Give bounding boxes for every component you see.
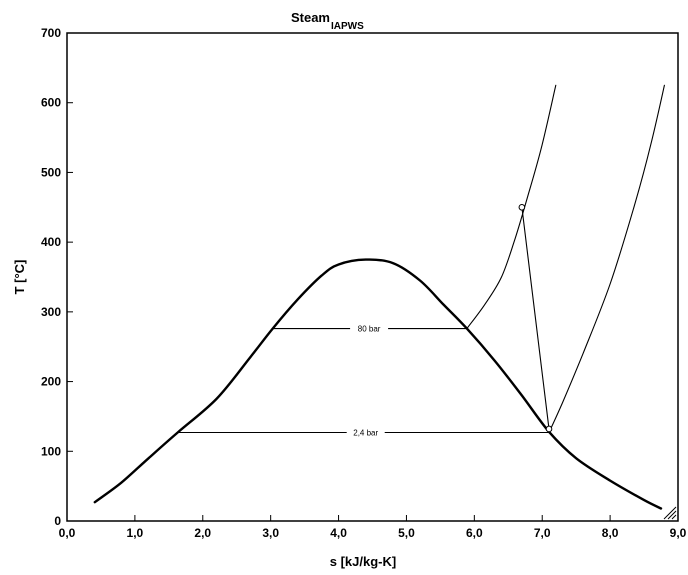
annotation-layer: 80 bar 2,4 bar bbox=[346, 322, 389, 438]
series-expansion-line bbox=[521, 206, 550, 430]
plot-frame bbox=[66, 32, 679, 522]
series-isobar-2.4-bar bbox=[177, 84, 665, 434]
chart-title-subscript: IAPWS bbox=[331, 21, 364, 32]
y-tick-label: 300 bbox=[41, 305, 61, 319]
chart-title-main: Steam bbox=[291, 10, 330, 25]
x-tick-label: 7,0 bbox=[534, 526, 551, 540]
y-tick-label: 500 bbox=[41, 165, 61, 179]
x-axis-label: s [kJ/kg-K] bbox=[330, 554, 396, 569]
series-saturation-dome bbox=[93, 258, 663, 510]
y-tick-label: 600 bbox=[41, 96, 61, 110]
x-tick-label: 9,0 bbox=[670, 526, 687, 540]
annotation-background bbox=[346, 426, 385, 438]
annotation-label: 2,4 bar bbox=[353, 428, 378, 437]
y-tick-label: 700 bbox=[41, 26, 61, 40]
series-layer bbox=[93, 84, 665, 510]
resize-grip-icon bbox=[663, 506, 677, 520]
y-axis: 0 100 200 300 400 500 600 700 bbox=[41, 26, 73, 528]
x-tick-label: 0,0 bbox=[59, 526, 76, 540]
y-tick-label: 100 bbox=[41, 444, 61, 458]
annotation-label: 80 bar bbox=[358, 325, 381, 334]
x-tick-label: 1,0 bbox=[127, 526, 144, 540]
x-tick-label: 4,0 bbox=[330, 526, 347, 540]
x-tick-label: 6,0 bbox=[466, 526, 483, 540]
y-axis-label: T [°C] bbox=[12, 260, 27, 295]
state-point bbox=[545, 425, 553, 433]
annotation-background bbox=[350, 322, 389, 334]
x-tick-label: 3,0 bbox=[262, 526, 279, 540]
state-point bbox=[518, 203, 526, 211]
series-isobar-80-bar bbox=[272, 84, 557, 330]
state-points-layer bbox=[518, 203, 553, 433]
x-axis: 0,0 1,0 2,0 3,0 4,0 5,0 6,0 7,0 8,0 9,0 bbox=[59, 515, 687, 540]
y-tick-label: 400 bbox=[41, 235, 61, 249]
x-tick-label: 8,0 bbox=[602, 526, 619, 540]
x-tick-label: 5,0 bbox=[398, 526, 415, 540]
y-tick-label: 0 bbox=[54, 514, 61, 528]
x-tick-label: 2,0 bbox=[194, 526, 211, 540]
y-tick-label: 200 bbox=[41, 375, 61, 389]
chart-title: Steam IAPWS bbox=[291, 10, 364, 32]
